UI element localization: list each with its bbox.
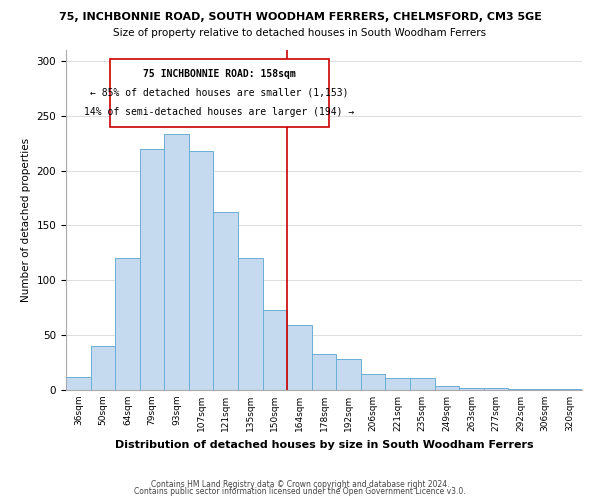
Bar [336, 360, 361, 390]
Bar [459, 388, 484, 390]
Bar [312, 354, 336, 390]
Bar [533, 389, 557, 390]
Bar [410, 378, 434, 390]
Bar [140, 148, 164, 390]
Bar [361, 374, 385, 390]
X-axis label: Distribution of detached houses by size in South Woodham Ferrers: Distribution of detached houses by size … [115, 440, 533, 450]
Bar [164, 134, 189, 390]
Text: 75, INCHBONNIE ROAD, SOUTH WOODHAM FERRERS, CHELMSFORD, CM3 5GE: 75, INCHBONNIE ROAD, SOUTH WOODHAM FERRE… [59, 12, 541, 22]
Bar [66, 377, 91, 390]
Bar [508, 389, 533, 390]
Bar [238, 258, 263, 390]
Bar [214, 212, 238, 390]
Bar [263, 310, 287, 390]
Bar [385, 378, 410, 390]
Bar [484, 388, 508, 390]
FancyBboxPatch shape [110, 59, 329, 127]
Y-axis label: Number of detached properties: Number of detached properties [21, 138, 31, 302]
Text: 14% of semi-detached houses are larger (194) →: 14% of semi-detached houses are larger (… [85, 107, 355, 117]
Text: Contains public sector information licensed under the Open Government Licence v3: Contains public sector information licen… [134, 488, 466, 496]
Bar [434, 386, 459, 390]
Bar [189, 151, 214, 390]
Text: ← 85% of detached houses are smaller (1,153): ← 85% of detached houses are smaller (1,… [91, 88, 349, 98]
Text: Contains HM Land Registry data © Crown copyright and database right 2024.: Contains HM Land Registry data © Crown c… [151, 480, 449, 489]
Bar [91, 346, 115, 390]
Text: 75 INCHBONNIE ROAD: 158sqm: 75 INCHBONNIE ROAD: 158sqm [143, 68, 296, 78]
Bar [115, 258, 140, 390]
Bar [557, 389, 582, 390]
Text: Size of property relative to detached houses in South Woodham Ferrers: Size of property relative to detached ho… [113, 28, 487, 38]
Bar [287, 326, 312, 390]
